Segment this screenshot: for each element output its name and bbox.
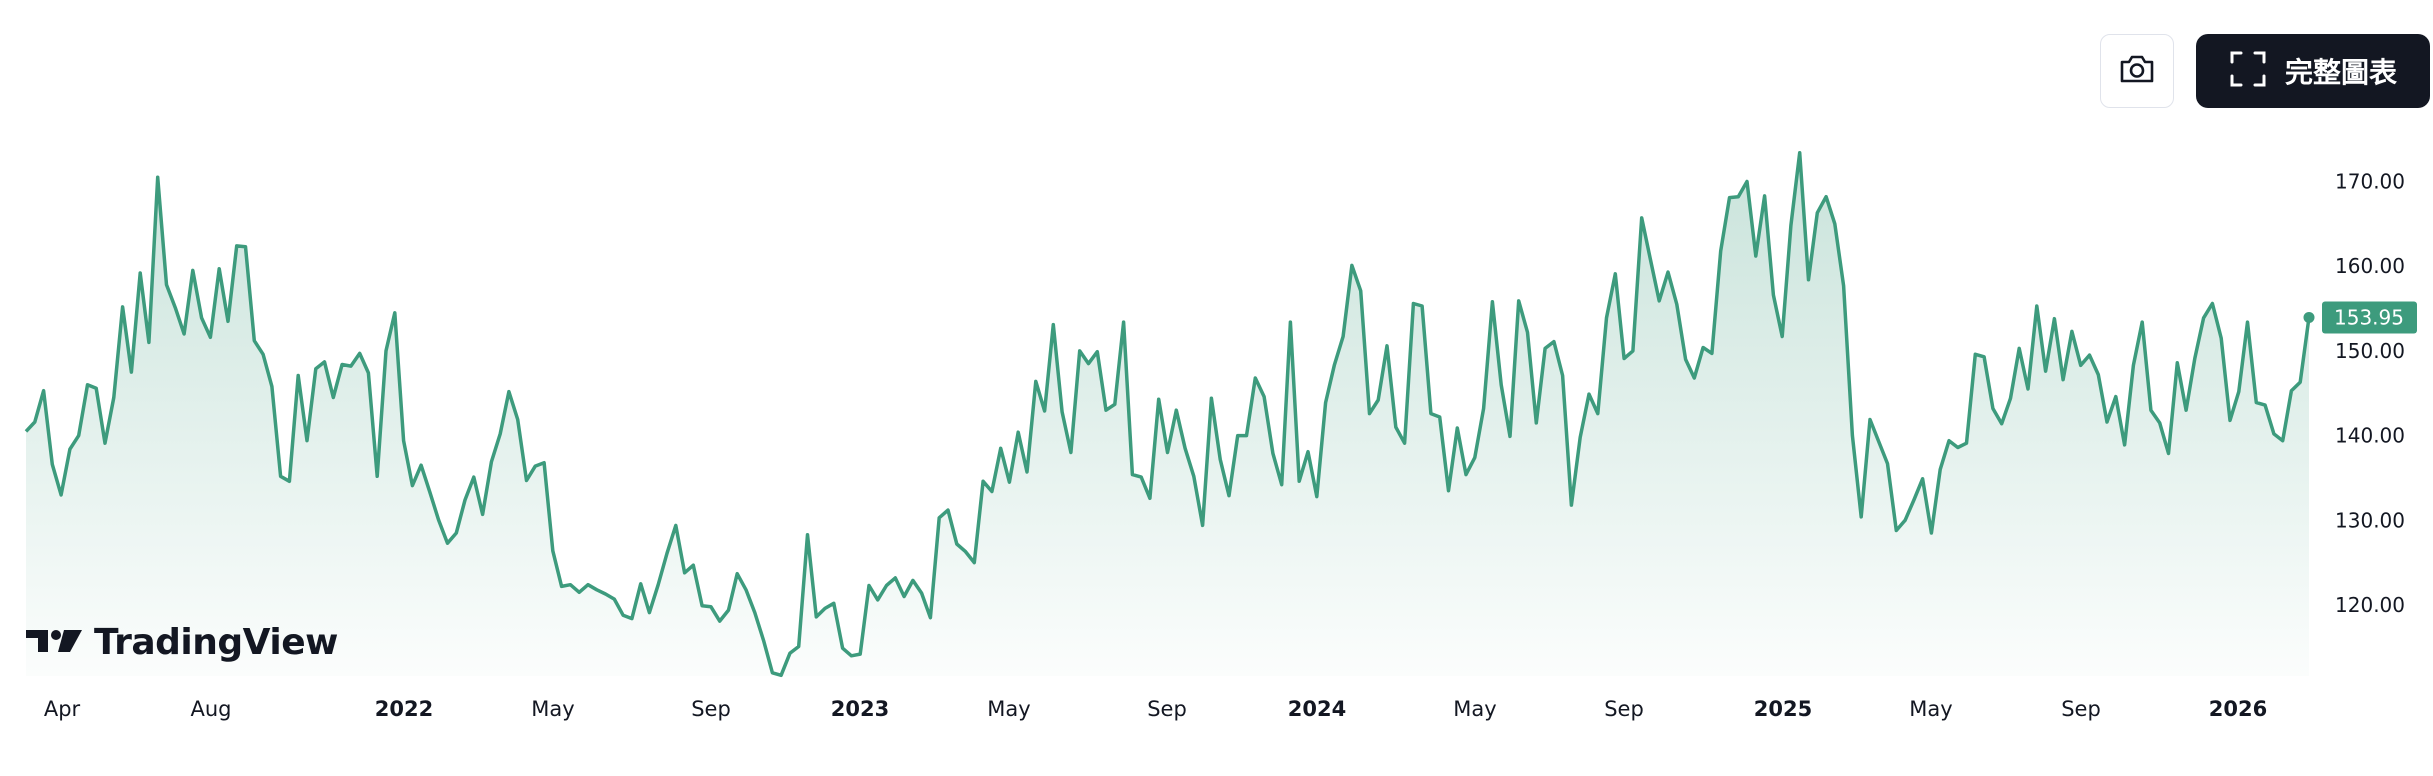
y-tick-label: 170.00 bbox=[2335, 170, 2405, 194]
x-axis: Apr Aug 2022 May Sep 2023 May Sep 2024 May Sep 2025… bbox=[44, 697, 2267, 721]
series-line bbox=[24, 150, 2311, 678]
y-tick-label: 140.00 bbox=[2335, 424, 2405, 448]
x-tick-label: 2025 bbox=[1754, 697, 1812, 721]
last-price-badge bbox=[2322, 301, 2417, 334]
x-tick-label: 2023 bbox=[831, 697, 889, 721]
x-tick-label: 2024 bbox=[1288, 697, 1346, 721]
y-tick-label: 130.00 bbox=[2335, 508, 2405, 532]
tradingview-logo-icon bbox=[26, 630, 82, 652]
x-tick-label: 2026 bbox=[2209, 697, 2267, 721]
x-tick-label: 2022 bbox=[375, 697, 433, 721]
y-tick-label: 160.00 bbox=[2335, 254, 2405, 278]
x-tick-label: May bbox=[1453, 697, 1496, 721]
full-chart-label: 完整圖表 bbox=[2284, 56, 2397, 89]
area-fill bbox=[26, 152, 2309, 676]
x-tick-label: Sep bbox=[1147, 697, 1187, 721]
x-tick-label: May bbox=[987, 697, 1030, 721]
x-tick-label: Sep bbox=[691, 697, 731, 721]
last-price-marker: 153.95 bbox=[2303, 301, 2417, 334]
x-tick-label: May bbox=[1909, 697, 1952, 721]
tradingview-logo: TradingView bbox=[26, 622, 339, 663]
tradingview-logo-text: TradingView bbox=[94, 622, 338, 663]
camera-icon bbox=[2118, 53, 2156, 89]
y-tick-label: 150.00 bbox=[2335, 339, 2405, 363]
x-tick-label: Apr bbox=[44, 697, 81, 721]
y-tick-label: 120.00 bbox=[2335, 593, 2405, 617]
area-fill-path bbox=[26, 152, 2309, 676]
fullscreen-icon bbox=[2229, 50, 2267, 92]
y-axis: 120.00 130.00 140.00 150.00 160.00 170.00 bbox=[2335, 170, 2405, 618]
snapshot-button[interactable] bbox=[2100, 34, 2174, 108]
x-tick-label: Aug bbox=[190, 697, 231, 721]
full-chart-button[interactable]: 完整圖表 bbox=[2196, 34, 2430, 108]
x-tick-label: May bbox=[531, 697, 574, 721]
last-point-dot bbox=[2303, 311, 2315, 323]
x-tick-label: Sep bbox=[2061, 697, 2101, 721]
series-line-path bbox=[24, 150, 2311, 678]
last-price-label: 153.95 bbox=[2334, 305, 2404, 329]
x-tick-label: Sep bbox=[1604, 697, 1644, 721]
